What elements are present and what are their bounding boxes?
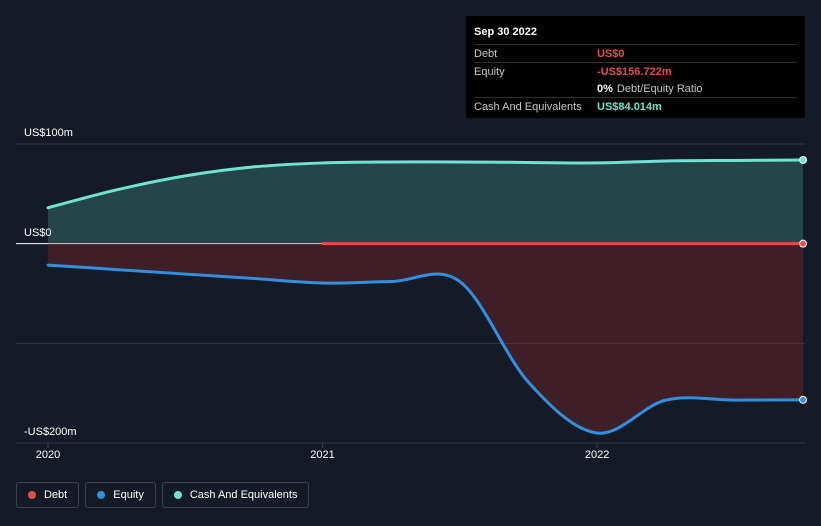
chart-legend: Debt Equity Cash And Equivalents: [16, 482, 310, 508]
cash-dot-icon: [173, 491, 182, 499]
equity-line: [46, 263, 805, 435]
legend-cash[interactable]: Cash And Equivalents: [161, 482, 310, 508]
tooltip-ratio-row: 0% Debt/Equity Ratio: [474, 80, 797, 97]
x-tick-label: 2021: [310, 449, 335, 461]
tooltip-cash-row: Cash And Equivalents US$84.014m: [474, 97, 797, 115]
tooltip-ratio-label: Debt/Equity Ratio: [616, 82, 703, 95]
y-tick-label: US$0: [24, 226, 52, 239]
tooltip-panel: Sep 30 2022 Debt US$0 Equity -US$156.722…: [466, 16, 805, 118]
tooltip-debt-value: US$0: [597, 47, 625, 60]
cash-area: [48, 159, 803, 244]
legend-debt[interactable]: Debt: [16, 482, 80, 508]
tooltip-equity-label: Equity: [474, 65, 505, 78]
equity-end-marker: [799, 395, 807, 404]
cash-end-marker: [799, 155, 807, 164]
legend-debt-label: Debt: [44, 489, 68, 501]
tooltip-debt-row: Debt US$0: [474, 44, 797, 62]
legend-equity[interactable]: Equity: [85, 482, 156, 508]
debt-dot-icon: [28, 491, 36, 499]
tooltip-equity-row: Equity -US$156.722m: [474, 62, 797, 80]
y-tick-label: US$100m: [24, 127, 73, 139]
tooltip-ratio-value: 0%: [597, 82, 613, 95]
y-tick-label: -US$200m: [24, 426, 77, 438]
equity-area: [48, 243, 803, 434]
x-tick-label: 2022: [584, 449, 610, 461]
equity-dot-icon: [97, 491, 106, 499]
tooltip-cash-value: US$84.014m: [597, 100, 662, 113]
legend-cash-label: Cash And Equivalents: [189, 489, 298, 501]
x-tick-label: 2020: [35, 449, 61, 461]
tooltip-equity-value: -US$156.722m: [597, 65, 672, 78]
tooltip-cash-label: Cash And Equivalents: [474, 100, 582, 113]
tooltip-debt-label: Debt: [474, 47, 498, 60]
debt-end-marker: [799, 239, 807, 248]
tooltip-date: Sep 30 2022: [474, 26, 537, 38]
legend-equity-label: Equity: [113, 489, 144, 501]
cash-line: [46, 158, 805, 210]
